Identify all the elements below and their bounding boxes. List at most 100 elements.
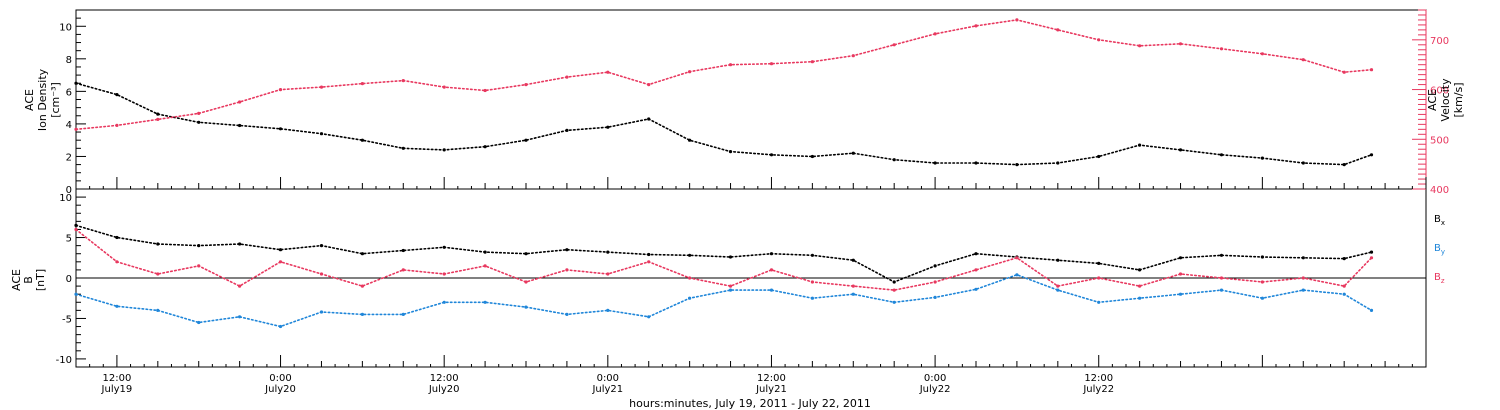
top-left-tick-label: 6 — [66, 87, 72, 98]
velocity-point — [1342, 70, 1346, 74]
by-point — [1015, 273, 1019, 277]
density-point — [401, 146, 405, 150]
velocity-point — [851, 54, 855, 58]
x-tick-label-date: July19 — [101, 384, 133, 395]
bx-point — [442, 245, 446, 249]
velocity-point — [1219, 47, 1224, 51]
bx-point — [688, 253, 692, 257]
x-tick-label-time: 0:00 — [597, 373, 619, 384]
by-point — [769, 288, 774, 292]
by-point — [688, 296, 692, 300]
bz-point — [115, 260, 119, 264]
velocity-point — [565, 75, 569, 79]
by-point — [1056, 288, 1060, 292]
bz-point — [156, 272, 160, 276]
bz-point — [728, 284, 733, 288]
by-point — [974, 287, 978, 291]
top-right-axis-label-line3: [km/s] — [1452, 82, 1465, 117]
velocity-point — [278, 88, 283, 92]
density-point — [769, 153, 774, 157]
density-point — [156, 112, 160, 116]
bottom-left-tick-label: -10 — [56, 355, 72, 366]
by-point — [1369, 308, 1374, 312]
bz-point — [278, 260, 283, 264]
x-tick-label-date: July21 — [755, 384, 787, 395]
density-point — [319, 132, 324, 136]
velocity-line — [75, 19, 1373, 131]
top-left-tick-label: 4 — [66, 120, 72, 131]
top-right-tick-label: 400 — [1430, 185, 1449, 196]
bx-point — [1342, 257, 1346, 261]
velocity-point — [728, 63, 733, 67]
bx-point — [115, 235, 119, 240]
velocity-point — [1260, 52, 1264, 56]
density-point — [1369, 153, 1374, 157]
by-point — [238, 315, 242, 319]
velocity-point — [1138, 44, 1142, 48]
by-point — [197, 320, 201, 325]
x-tick-label-date: July20 — [264, 384, 296, 395]
bottom-left-tick-label: 10 — [59, 193, 72, 204]
bx-point — [1260, 255, 1264, 259]
bz-point — [483, 264, 487, 268]
bottom-left-axis-label-line3: [nT] — [34, 269, 47, 291]
bz-point — [892, 288, 896, 292]
by-point — [524, 305, 528, 309]
density-point — [278, 127, 283, 131]
by-point — [606, 308, 610, 312]
density-line — [75, 82, 1373, 166]
by-point — [156, 308, 160, 312]
velocity-point — [483, 88, 487, 93]
bx-point — [197, 244, 201, 248]
bx-point — [1301, 256, 1305, 260]
bx-point — [483, 250, 487, 254]
bz-point — [647, 260, 651, 264]
bx-point — [810, 253, 815, 257]
top-right-tick-label: 500 — [1430, 135, 1449, 146]
velocity-point — [933, 32, 937, 36]
by-point — [1301, 288, 1305, 292]
by-point — [728, 288, 733, 292]
bz-point — [565, 268, 569, 272]
by-point — [401, 312, 405, 316]
top-left-tick-label: 2 — [66, 152, 72, 163]
by-point — [1219, 288, 1224, 292]
bx-point — [892, 280, 896, 284]
by-point — [565, 312, 569, 316]
bx-point — [728, 255, 733, 259]
velocity-point — [769, 62, 774, 66]
bz-point — [1369, 256, 1374, 260]
density-point — [974, 161, 978, 165]
bx-point — [769, 252, 774, 256]
bz-point — [1342, 284, 1346, 288]
by-point — [647, 315, 651, 319]
x-tick-label-date: July21 — [591, 384, 623, 395]
velocity-point — [1369, 68, 1374, 72]
density-point — [565, 128, 569, 132]
density-point — [197, 120, 201, 124]
bz-point — [1219, 276, 1224, 280]
x-tick-label-time: 12:00 — [1084, 373, 1113, 384]
bx-point — [565, 248, 569, 252]
density-point — [728, 150, 733, 154]
top-left-tick-label: 0 — [66, 185, 72, 196]
density-point — [1056, 161, 1060, 165]
bz-point — [401, 268, 405, 272]
density-point — [1301, 161, 1305, 165]
density-point — [1097, 154, 1101, 159]
bottom-left-axis-label-line2: B — [22, 276, 35, 284]
top-left-tick-label: 8 — [66, 55, 72, 66]
bottom-left-tick-label: 0 — [66, 274, 72, 285]
by-point — [278, 324, 283, 329]
bz-point — [360, 284, 364, 288]
by-point — [360, 312, 364, 316]
bz-point — [1260, 280, 1264, 284]
by-point — [1178, 292, 1183, 296]
top-right-tick-label: 600 — [1430, 86, 1449, 97]
top-right-tick-label: 700 — [1430, 36, 1449, 47]
labels-layer: ACE Ion Density [cm⁻³] ACE Velocity [km/… — [10, 68, 1465, 410]
x-tick-label-time: 12:00 — [102, 373, 131, 384]
density-point — [647, 117, 651, 121]
density-point — [360, 138, 364, 142]
by-point — [1097, 300, 1101, 304]
